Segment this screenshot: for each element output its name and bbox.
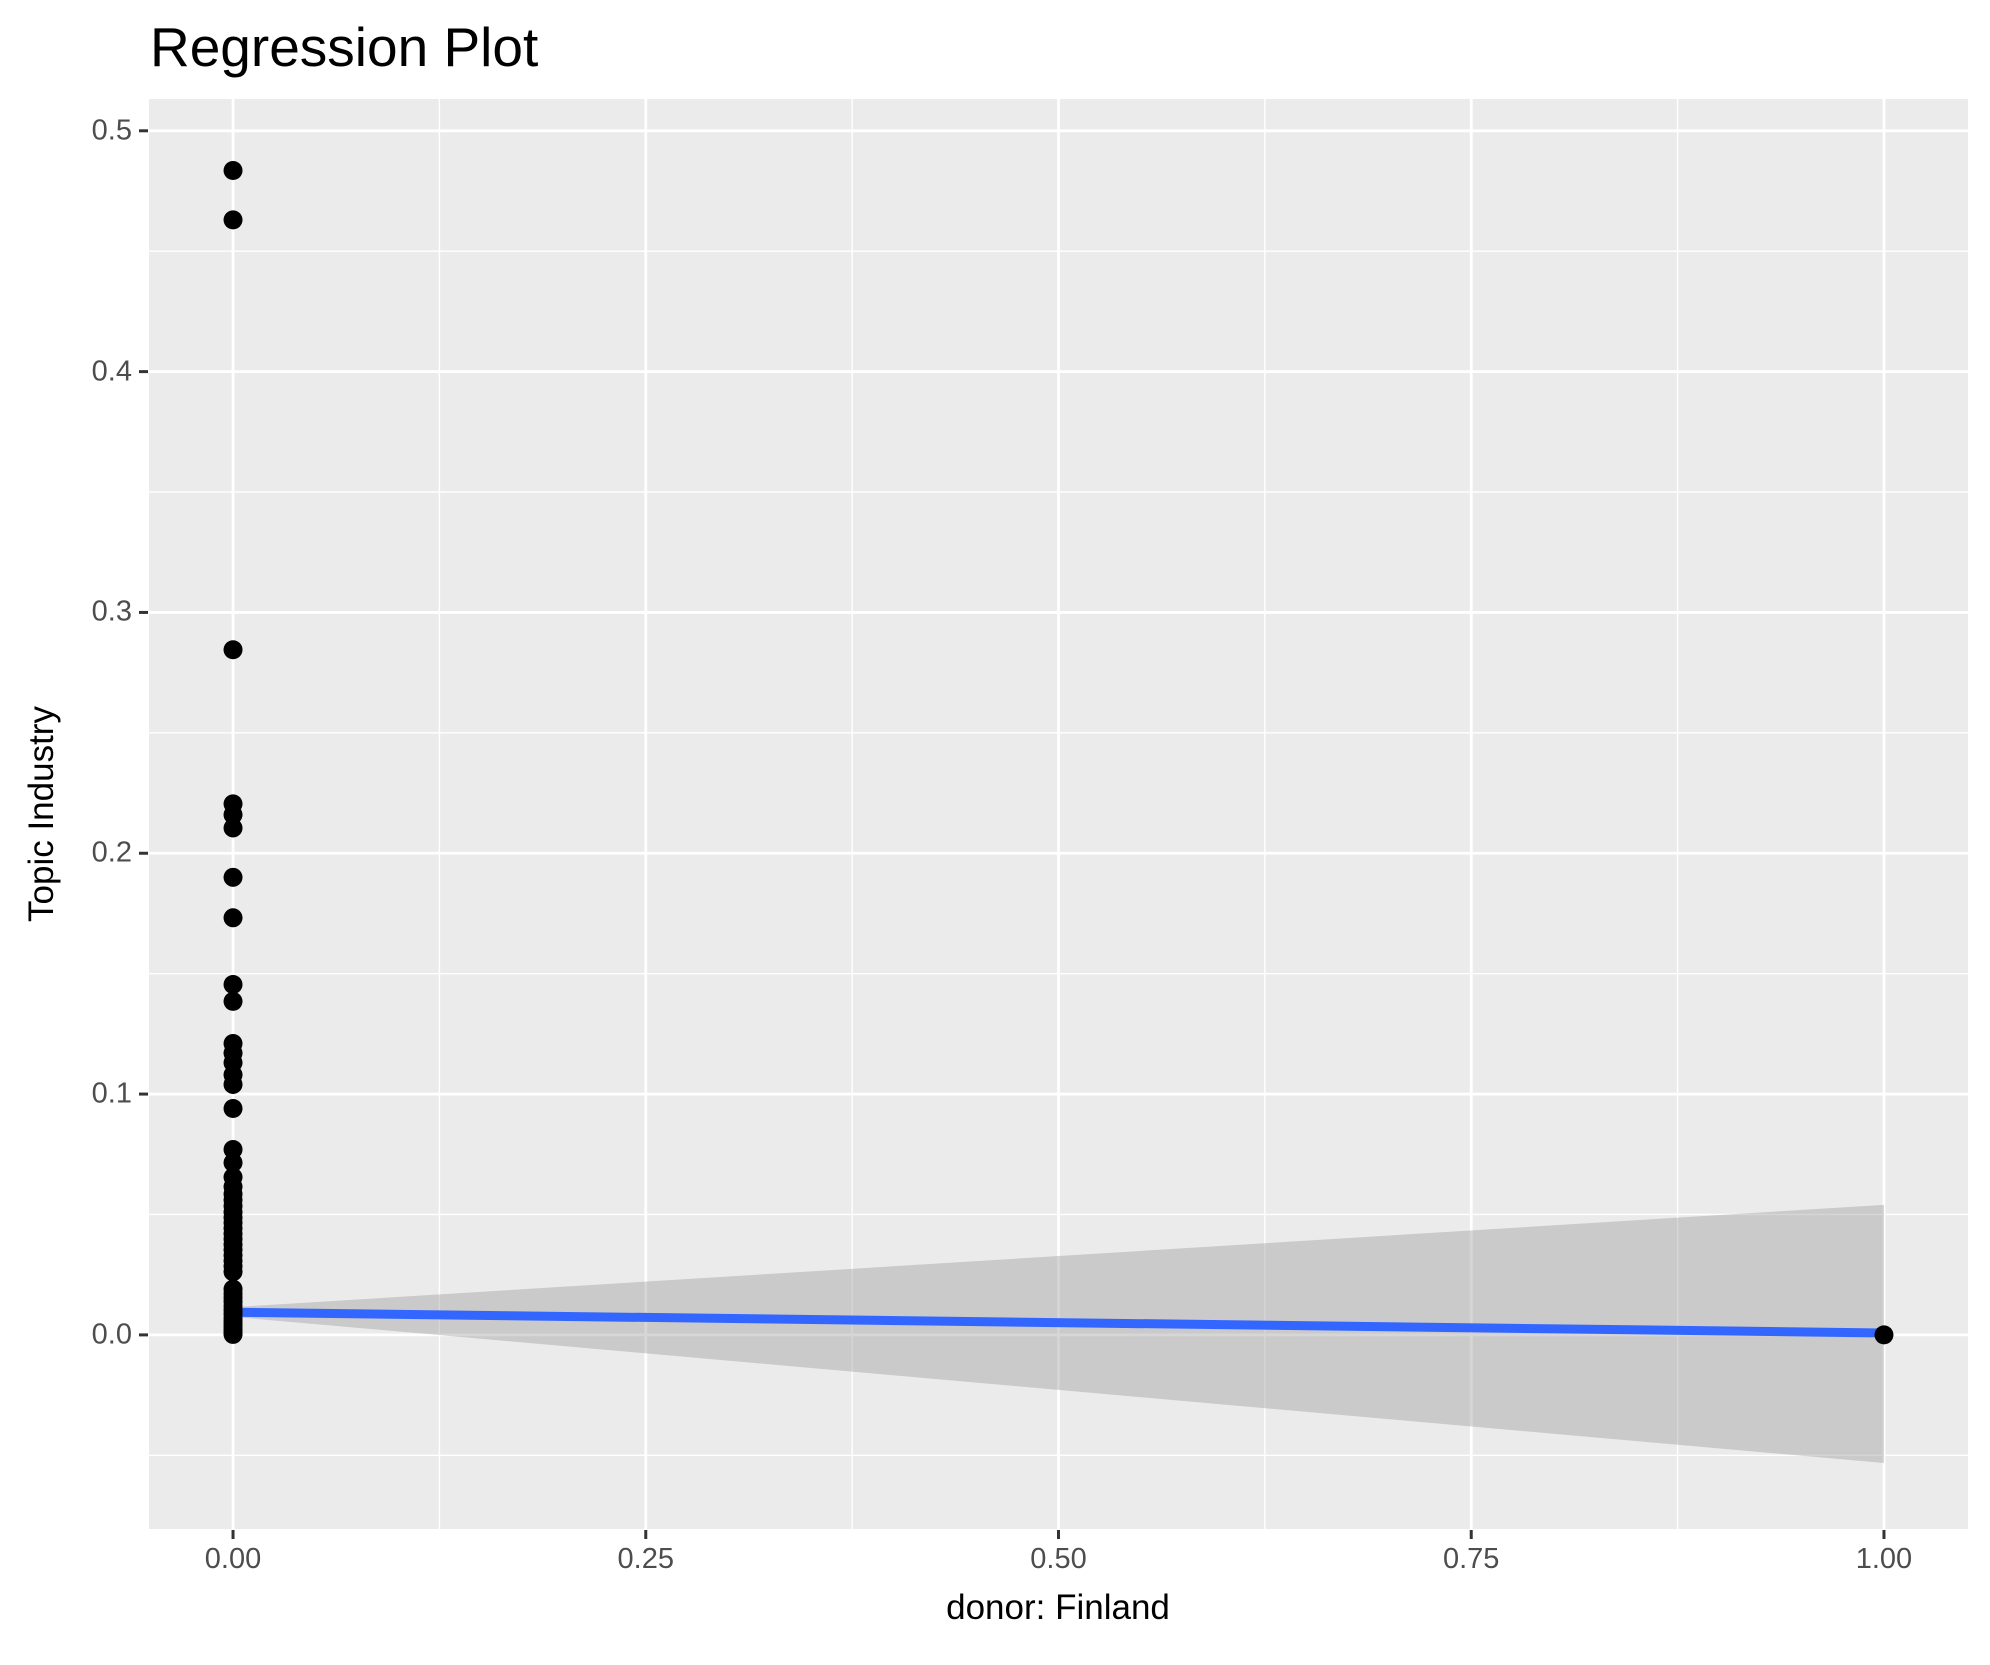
x-tick-label: 0.75 [1442,1543,1500,1575]
x-tick-label: 0.00 [204,1543,262,1575]
y-tick-label: 0.3 [91,595,132,628]
regression-line [232,1307,1885,1338]
y-tick-label: 0.1 [91,1077,132,1110]
data-point [223,1262,243,1282]
data-point [223,210,243,230]
confidence-band [233,1204,1884,1464]
y-tick-label: 0.5 [91,114,132,147]
data-point [1874,1325,1894,1345]
data-point [223,991,243,1011]
y-tick-label: 0.4 [91,355,132,388]
x-axis-title: donor: Finland [946,1588,1170,1627]
data-point [223,818,243,838]
data-point [223,1099,243,1119]
x-tick-label: 1.00 [1855,1543,1913,1575]
x-tick-label: 0.25 [617,1543,674,1575]
data-point [223,805,243,825]
data-point [223,908,243,928]
data-point [223,1153,243,1173]
data-point [223,1074,243,1094]
y-tick-label: 0.2 [91,836,132,869]
data-point [223,161,243,181]
chart-title: Regression Plot [150,16,539,78]
data-point [223,867,243,887]
x-tick-label: 0.50 [1030,1543,1087,1575]
data-point [223,640,243,660]
data-point [223,975,243,995]
y-tick-label: 0.0 [91,1318,132,1351]
data-point [223,1324,243,1344]
data-point [223,1139,243,1159]
y-axis-title: Topic Industry [22,706,61,922]
